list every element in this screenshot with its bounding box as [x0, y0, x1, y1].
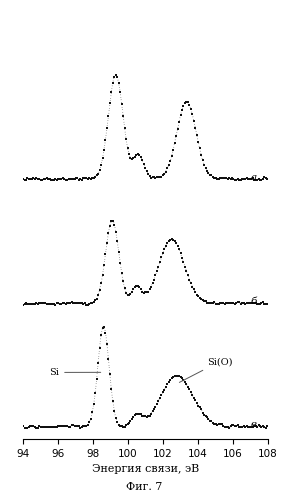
Text: в: в [250, 420, 256, 429]
Text: Si: Si [49, 368, 101, 377]
X-axis label: Энергия связи, эВ: Энергия связи, эВ [92, 465, 199, 475]
Text: б: б [250, 297, 257, 306]
Text: Si(O): Si(O) [179, 357, 232, 382]
Text: Фиг. 7: Фиг. 7 [126, 482, 162, 492]
Text: а: а [250, 173, 257, 182]
